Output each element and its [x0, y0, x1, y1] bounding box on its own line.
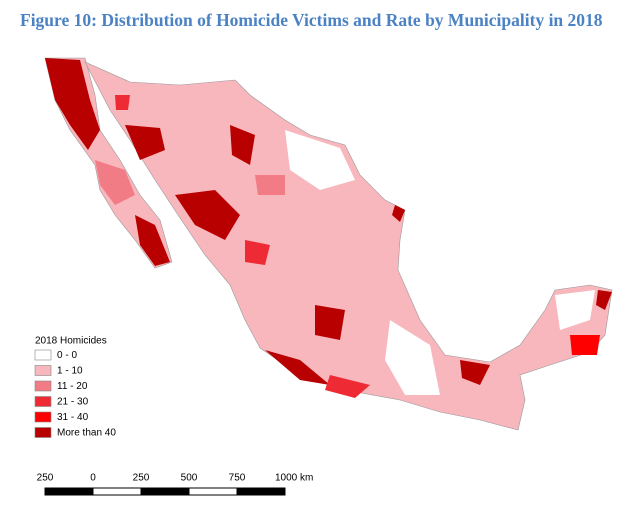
legend-label: 11 - 20 [57, 381, 88, 392]
figure-title: Figure 10: Distribution of Homicide Vict… [20, 10, 603, 30]
legend-swatch [34, 396, 52, 407]
region [115, 95, 130, 110]
region [285, 130, 355, 190]
scale-segment [92, 487, 142, 496]
region [460, 360, 490, 385]
legend-label: 0 - 0 [57, 350, 77, 361]
legend-swatch [34, 365, 52, 376]
mexico-map [44, 57, 613, 431]
scale-label: 500 [181, 473, 198, 484]
scale-label: 250 [133, 473, 150, 484]
legend-label: 21 - 30 [57, 397, 89, 408]
legend-swatch [34, 380, 52, 392]
legend-swatch [34, 411, 52, 423]
region [230, 125, 255, 165]
legend-title: 2018 Homicides [35, 336, 107, 347]
region [596, 290, 612, 310]
region [135, 215, 170, 266]
legend-swatch [34, 349, 52, 361]
scale-bar: 250 0 250 500 750 1000 km [37, 473, 313, 496]
scale-label: 750 [229, 473, 246, 484]
region [175, 190, 240, 240]
region [385, 320, 440, 395]
legend-label: More than 40 [57, 428, 116, 439]
region [95, 160, 135, 205]
region [255, 175, 285, 195]
scale-segment [140, 487, 190, 496]
scale-segment [188, 487, 238, 496]
scale-label: 250 [37, 473, 54, 484]
region [325, 375, 370, 398]
region [315, 305, 345, 340]
legend-label: 1 - 10 [57, 366, 83, 377]
region [245, 240, 270, 265]
legend-swatch [34, 427, 52, 438]
region [570, 335, 600, 355]
legend-label: 31 - 40 [57, 412, 89, 423]
scale-segment [44, 487, 94, 496]
region [125, 125, 165, 160]
region [555, 290, 595, 330]
region [45, 58, 100, 150]
region [265, 350, 330, 385]
scale-segment [236, 487, 286, 496]
scale-label: 0 [90, 473, 96, 484]
mainland [84, 61, 613, 431]
region [392, 205, 405, 222]
legend: 2018 Homicides 0 - 0 1 - 10 11 - 20 21 - 30… [34, 336, 116, 439]
scale-label: 1000 km [275, 473, 313, 484]
